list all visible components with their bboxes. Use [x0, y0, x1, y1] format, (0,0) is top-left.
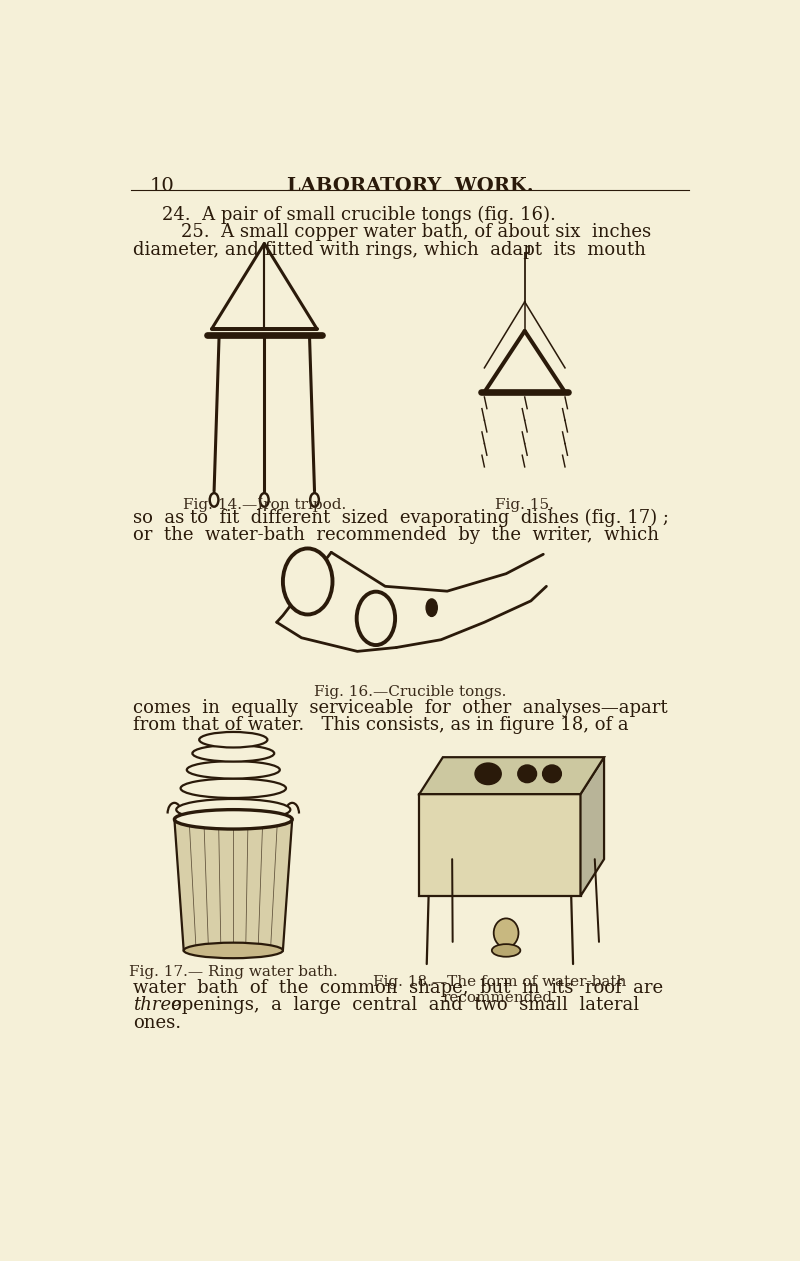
- Text: Fig. 14.—Iron tripod.: Fig. 14.—Iron tripod.: [182, 498, 346, 512]
- Text: recommended.: recommended.: [442, 991, 558, 1005]
- Text: Fig. 16.—Crucible tongs.: Fig. 16.—Crucible tongs.: [314, 685, 506, 700]
- Text: 10: 10: [150, 177, 174, 194]
- Ellipse shape: [283, 549, 333, 614]
- Text: LABORATORY  WORK.: LABORATORY WORK.: [286, 177, 534, 194]
- Ellipse shape: [181, 778, 286, 798]
- Text: 24.  A pair of small crucible tongs (fig. 16).: 24. A pair of small crucible tongs (fig.…: [162, 206, 556, 224]
- Text: diameter, and fitted with rings, which  adapt  its  mouth: diameter, and fitted with rings, which a…: [133, 241, 646, 259]
- Circle shape: [426, 599, 438, 617]
- Text: Fig. 15.: Fig. 15.: [495, 498, 554, 512]
- Polygon shape: [174, 820, 292, 951]
- Ellipse shape: [475, 763, 501, 784]
- Text: or  the  water-bath  recommended  by  the  writer,  which: or the water-bath recommended by the wri…: [133, 526, 659, 543]
- Ellipse shape: [494, 918, 518, 947]
- Polygon shape: [419, 794, 581, 897]
- Text: Fig. 17.— Ring water bath.: Fig. 17.— Ring water bath.: [129, 965, 338, 979]
- Polygon shape: [419, 757, 604, 794]
- Text: ones.: ones.: [133, 1014, 181, 1031]
- Polygon shape: [581, 757, 604, 897]
- Ellipse shape: [187, 762, 280, 778]
- Ellipse shape: [492, 944, 520, 957]
- Ellipse shape: [518, 765, 537, 783]
- Text: three: three: [133, 996, 182, 1014]
- Ellipse shape: [192, 745, 274, 762]
- Ellipse shape: [542, 765, 562, 783]
- Text: water  bath  of  the  common  shape,  but  in  its  roof  are: water bath of the common shape, but in i…: [133, 979, 663, 996]
- Text: Fig. 18.—The form of water-bath: Fig. 18.—The form of water-bath: [374, 975, 626, 989]
- Ellipse shape: [176, 799, 290, 821]
- Ellipse shape: [184, 943, 283, 958]
- Ellipse shape: [357, 591, 395, 646]
- Text: so  as to  fit  different  sized  evaporating  dishes (fig. 17) ;: so as to fit different sized evaporating…: [133, 508, 669, 527]
- Text: 25.  A small copper water bath, of about six  inches: 25. A small copper water bath, of about …: [181, 223, 650, 241]
- Text: comes  in  equally  serviceable  for  other  analyses—apart: comes in equally serviceable for other a…: [133, 699, 667, 718]
- Ellipse shape: [199, 731, 267, 748]
- Text: from that of water.   This consists, as in figure 18, of a: from that of water. This consists, as in…: [133, 716, 629, 734]
- Ellipse shape: [174, 810, 292, 828]
- Text: openings,  a  large  central  and  two  small  lateral: openings, a large central and two small …: [171, 996, 639, 1014]
